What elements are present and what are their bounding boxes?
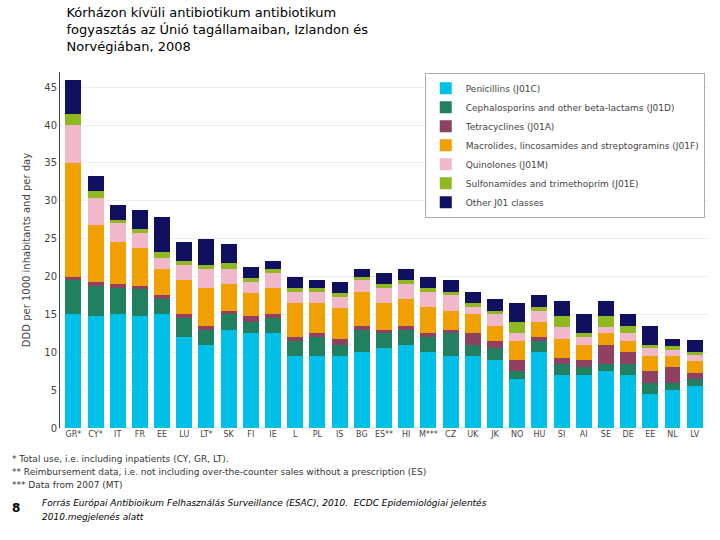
svg-text:Tetracyclines (J01A): Tetracyclines (J01A) [465,122,555,132]
svg-text:LT*: LT* [200,430,212,439]
svg-text:NO: NO [511,430,523,439]
svg-text:45: 45 [44,82,57,93]
svg-text:EE: EE [645,430,655,439]
svg-text:Kórházon kívüli antibiotikum a: Kórházon kívüli antibiotikum antibiotiku… [66,5,368,54]
svg-text:AI: AI [580,430,588,439]
svg-text:Sulfonamides and trimethoprim: Sulfonamides and trimethoprim (J01E) [466,179,639,189]
svg-text:L: L [293,430,298,439]
svg-text:20: 20 [44,271,57,282]
svg-text:CZ: CZ [445,430,457,439]
svg-text:SE: SE [601,430,611,439]
svg-text:IE: IE [269,430,276,439]
svg-text:M***: M*** [419,430,438,439]
svg-text:LU: LU [179,430,189,439]
svg-text:DE: DE [623,430,634,439]
svg-text:Forrás Európai Antibioikum Fel: Forrás Európai Antibioikum Felhasználás … [42,498,487,508]
svg-text:5: 5 [51,385,57,396]
svg-text:BG: BG [356,430,368,439]
svg-text:FI: FI [247,430,254,439]
svg-text:Penicillins (J01C): Penicillins (J01C) [466,84,540,94]
svg-text:CY*: CY* [88,430,102,439]
svg-text:GR*: GR* [65,430,81,439]
svg-text:** Reimbursement data, i.e. no: ** Reimbursement data, i.e. not includin… [12,467,426,477]
svg-text:NL: NL [667,430,678,439]
svg-text:IT: IT [114,430,121,439]
svg-text:LV: LV [690,430,700,439]
svg-text:35: 35 [44,157,57,168]
svg-text:JK: JK [490,430,499,439]
svg-text:EE: EE [157,430,167,439]
svg-text:*** Data from 2007 (MT): *** Data from 2007 (MT) [12,480,123,490]
svg-text:HU: HU [533,430,545,439]
svg-text:SI: SI [558,430,565,439]
svg-text:10: 10 [44,347,57,358]
svg-text:* Total use, i.e. including in: * Total use, i.e. including inpatients (… [12,454,229,464]
svg-text:DDD per 1000 inhabitants and p: DDD per 1000 inhabitants and per day [21,153,32,347]
svg-text:30: 30 [44,195,57,206]
svg-text:SK: SK [223,430,234,439]
svg-text:8: 8 [12,501,20,515]
svg-text:ES**: ES** [375,430,393,439]
svg-text:40: 40 [44,120,57,131]
svg-text:15: 15 [44,309,57,320]
svg-text:UK: UK [467,430,479,439]
svg-text:Macrolides, lincosamides and s: Macrolides, lincosamides and streptogram… [466,141,699,151]
svg-text:2010.megjelenés alatt: 2010.megjelenés alatt [42,512,144,522]
svg-text:PL: PL [313,430,323,439]
svg-text:25: 25 [44,233,57,244]
svg-text:Quinolones (J01M): Quinolones (J01M) [466,160,548,170]
svg-text:Cephalosporins and other beta-: Cephalosporins and other beta-lactams (J… [466,103,675,113]
svg-text:IS: IS [336,430,343,439]
svg-text:Other J01 classes: Other J01 classes [466,198,544,208]
svg-text:FR: FR [135,430,146,439]
svg-text:0: 0 [51,423,57,434]
svg-text:HI: HI [402,430,410,439]
